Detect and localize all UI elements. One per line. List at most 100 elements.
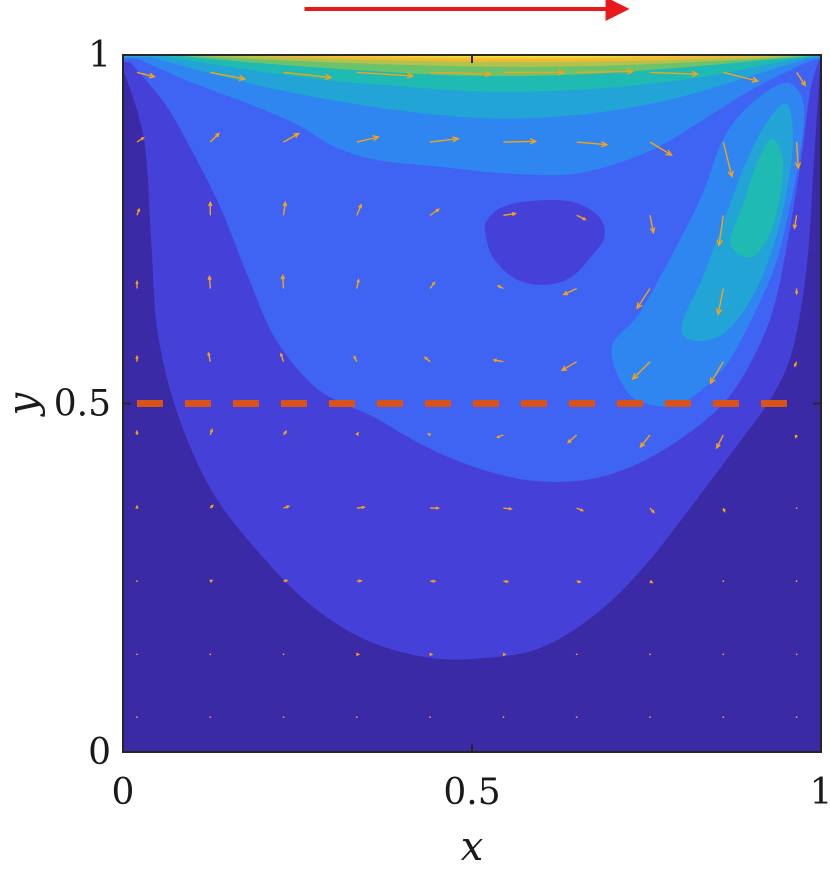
quiver-arrow: [135, 429, 139, 435]
quiver-arrow: [430, 136, 460, 143]
quiver-arrow: [575, 653, 578, 656]
quiver-arrow: [429, 281, 436, 289]
x-tick-label: 0.5: [443, 772, 500, 813]
quiver-arrow: [355, 652, 361, 657]
quiver-arrow: [429, 208, 441, 216]
quiver-arrow: [792, 215, 798, 230]
quiver-arrow: [639, 434, 651, 449]
quiver-arrow: [356, 505, 366, 510]
quiver-arrow: [135, 504, 139, 509]
quiver-arrow: [496, 285, 504, 290]
quiver-arrow: [649, 215, 656, 235]
y-tick-label: 0.5: [54, 384, 111, 425]
quiver-arrow: [794, 361, 798, 368]
quiver-arrow: [560, 361, 578, 372]
quiver-arrow: [355, 716, 358, 718]
quiver-arrow: [722, 507, 726, 514]
quiver-arrow: [430, 506, 440, 510]
quiver-arrow: [562, 287, 577, 296]
quiver-arrow: [722, 716, 725, 718]
quiver-arrow: [135, 354, 139, 362]
quiver-arrow: [136, 580, 138, 583]
quiver-arrow: [716, 215, 724, 248]
quiver-arrow: [430, 70, 492, 78]
quiver-arrow: [722, 580, 725, 583]
quiver-arrow: [209, 504, 214, 509]
quiver-arrow: [576, 214, 587, 221]
contour-fills: [123, 55, 821, 660]
quiver-arrow: [282, 200, 288, 216]
y-tick-label: 0: [88, 732, 111, 773]
quiver-arrow: [576, 507, 585, 512]
quiver-arrow: [429, 652, 434, 657]
x-axis-label: x: [461, 824, 484, 870]
quiver-arrow: [356, 203, 362, 216]
quiver-arrow: [430, 579, 437, 583]
quiver-arrow: [503, 579, 510, 584]
quiver-arrow: [492, 358, 504, 363]
quiver-arrow: [283, 579, 289, 583]
quiver-arrow: [207, 200, 213, 216]
quiver-arrow: [209, 428, 213, 436]
quiver-arrow: [356, 278, 360, 289]
quiver-arrow: [209, 716, 212, 718]
quiver-arrow: [356, 71, 415, 79]
quiver-arrow: [722, 141, 734, 179]
quiver-arrow: [210, 71, 247, 82]
quiver-arrow: [356, 579, 363, 583]
quiver-arrow: [136, 207, 141, 216]
quiver-arrow: [136, 136, 145, 143]
quiver-arrow: [353, 355, 358, 363]
quiver-arrow: [280, 274, 286, 289]
quiver-arrow: [207, 351, 211, 362]
y-tick-label: 1: [88, 35, 111, 76]
quiver-arrow: [135, 279, 139, 289]
x-tick-label: 1: [810, 772, 830, 813]
quiver-arrow: [794, 434, 798, 439]
quiver-arrow: [794, 288, 799, 296]
quiver-arrow: [796, 72, 807, 87]
quiver-arrow: [503, 138, 538, 145]
quiver-arrow: [283, 505, 291, 509]
quiver-arrow: [136, 716, 138, 718]
quiver-arrow: [795, 653, 798, 656]
quiver-arrow: [283, 71, 333, 81]
quiver-arrow: [502, 716, 505, 718]
quiver-arrow: [649, 716, 651, 718]
quiver-arrow: [709, 361, 724, 385]
quiver-arrow: [716, 434, 724, 450]
quiver-arrow: [576, 68, 635, 75]
quiver-arrow: [503, 211, 518, 217]
quiver-arrow: [209, 579, 214, 583]
quiver-arrow: [136, 71, 156, 79]
quiver-arrow: [575, 716, 578, 718]
quiver-arrow: [209, 653, 212, 656]
quiver-arrow: [429, 716, 431, 718]
quiver-arrow: [503, 506, 513, 511]
quiver-arrow: [794, 142, 802, 170]
quiver-arrow: [282, 430, 288, 436]
quiver-arrow: [502, 652, 507, 657]
quiver-arrow: [649, 141, 673, 156]
quiver-arrow: [649, 70, 699, 78]
quiver-arrow: [795, 507, 798, 509]
quiver-arrow: [282, 716, 285, 718]
quiver-arrow: [283, 132, 301, 143]
quiver-arrow: [649, 580, 654, 584]
quiver-arrow: [723, 71, 760, 83]
quiver-arrow: [795, 716, 798, 718]
quiver-arrow: [566, 434, 578, 444]
quiver-arrow: [722, 653, 725, 656]
axes: 0 0.5 1 0 0.5 1: [54, 35, 830, 813]
quiver-arrow: [795, 580, 798, 583]
vortex-core-contour: [484, 200, 605, 285]
quiver-arrow: [576, 140, 609, 148]
quiver-arrow: [636, 288, 651, 310]
velocity-quiver: [135, 68, 807, 718]
quiver-arrow: [136, 653, 138, 656]
quiver-arrow: [631, 361, 651, 381]
quiver-arrow: [356, 135, 380, 143]
quiver-arrow: [355, 431, 360, 436]
plot-area: [123, 55, 821, 752]
